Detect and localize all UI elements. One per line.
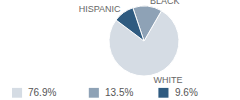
svg-text:BLACK: BLACK bbox=[150, 0, 180, 6]
svg-text:13.5%: 13.5% bbox=[105, 87, 133, 98]
svg-text:9.6%: 9.6% bbox=[175, 87, 198, 98]
svg-text:HISPANIC: HISPANIC bbox=[79, 4, 121, 14]
svg-text:76.9%: 76.9% bbox=[28, 87, 56, 98]
svg-text:WHITE: WHITE bbox=[154, 75, 183, 85]
